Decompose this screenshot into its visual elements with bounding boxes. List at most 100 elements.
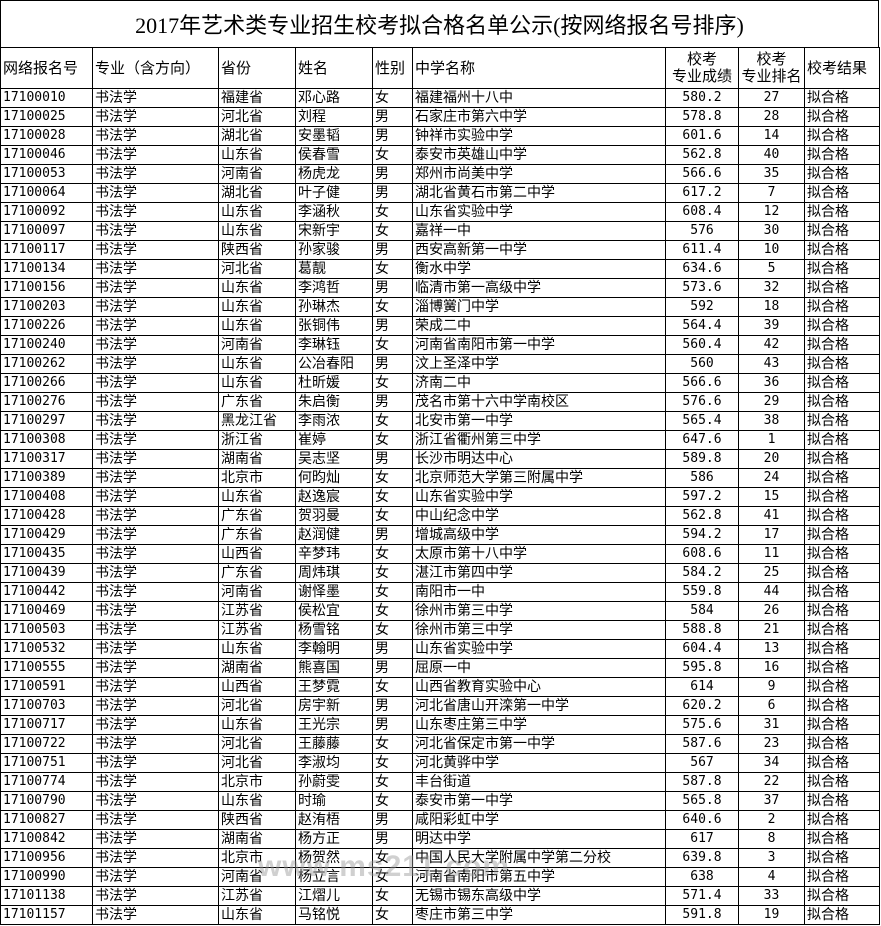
cell-school: 济南二中	[412, 373, 666, 393]
cell-score: 562.8	[665, 506, 739, 526]
cell-name: 邓心路	[295, 88, 373, 108]
cell-major: 书法学	[92, 601, 219, 621]
cell-result: 拟合格	[804, 563, 880, 583]
cell-school: 南阳市一中	[412, 582, 666, 602]
table-row: 17100827 书法学 陕西省 赵洧梧男咸阳彩虹中学 640.6 2 拟合格	[0, 810, 880, 830]
cell-result: 拟合格	[804, 829, 880, 849]
cell-school: 北安市第一中学	[412, 411, 666, 431]
table-row: 17100297 书法学 黑龙江省 李雨浓女北安市第一中学 565.4 38 拟合格	[0, 411, 880, 431]
cell-name: 杨贺然	[295, 848, 373, 868]
cell-major: 书法学	[92, 658, 219, 678]
cell-major: 书法学	[92, 848, 219, 868]
cell-major: 书法学	[92, 221, 219, 241]
cell-name: 杨虎龙	[295, 164, 373, 184]
cell-reg-no: 17100156	[0, 278, 93, 298]
cell-name: 李鸿哲	[295, 278, 373, 298]
cell-rank: 34	[738, 753, 805, 773]
cell-gender: 女	[372, 88, 413, 108]
cell-major: 书法学	[92, 449, 219, 469]
cell-rank: 23	[738, 734, 805, 754]
cell-province: 北京市	[218, 848, 296, 868]
header-score: 校考 专业成绩	[665, 47, 739, 89]
cell-school: 衡水中学	[412, 259, 666, 279]
cell-score: 560	[665, 354, 739, 374]
cell-score: 620.2	[665, 696, 739, 716]
table-row: 17100053 书法学 河南省 杨虎龙男郑州市尚美中学 566.6 35 拟合格	[0, 164, 880, 184]
cell-rank: 14	[738, 126, 805, 146]
cell-province: 陕西省	[218, 240, 296, 260]
cell-gender: 女	[372, 753, 413, 773]
cell-name: 李翰明	[295, 639, 373, 659]
cell-province: 广东省	[218, 506, 296, 526]
cell-major: 书法学	[92, 88, 219, 108]
cell-province: 山东省	[218, 639, 296, 659]
cell-province: 山西省	[218, 544, 296, 564]
cell-school: 浙江省衢州第三中学	[412, 430, 666, 450]
cell-school: 太原市第十八中学	[412, 544, 666, 564]
cell-reg-no: 17100266	[0, 373, 93, 393]
cell-score: 595.8	[665, 658, 739, 678]
cell-result: 拟合格	[804, 487, 880, 507]
header-result: 校考结果	[804, 47, 880, 89]
cell-school: 山西省教育实验中心	[412, 677, 666, 697]
cell-province: 山东省	[218, 316, 296, 336]
cell-reg-no: 17101157	[0, 905, 93, 925]
cell-province: 山东省	[218, 487, 296, 507]
table-row: 17100532 书法学 山东省 李翰明男山东省实验中学 604.4 13 拟合格	[0, 639, 880, 659]
cell-reg-no: 17100503	[0, 620, 93, 640]
cell-rank: 31	[738, 715, 805, 735]
cell-result: 拟合格	[804, 620, 880, 640]
table-row: 17100262 书法学 山东省 公冶春阳男汶上圣泽中学 560 43 拟合格	[0, 354, 880, 374]
cell-gender: 男	[372, 696, 413, 716]
cell-reg-no: 17100469	[0, 601, 93, 621]
cell-rank: 33	[738, 886, 805, 906]
cell-rank: 26	[738, 601, 805, 621]
cell-province: 河南省	[218, 867, 296, 887]
table-row: 17100717 书法学 山东省 王光宗男山东枣庄第三中学 575.6 31 拟合格	[0, 715, 880, 735]
cell-name: 李淑均	[295, 753, 373, 773]
table-row: 17100117 书法学 陕西省 孙家骏男西安高新第一中学 611.4 10 拟合格	[0, 240, 880, 260]
cell-gender: 男	[372, 354, 413, 374]
cell-province: 江苏省	[218, 601, 296, 621]
cell-reg-no: 17100097	[0, 221, 93, 241]
cell-name: 杨立言	[295, 867, 373, 887]
cell-score: 604.4	[665, 639, 739, 659]
table-row: 17100156 书法学 山东省 李鸿哲男临清市第一高级中学 573.6 32 拟合格	[0, 278, 880, 298]
cell-reg-no: 17100092	[0, 202, 93, 222]
cell-result: 拟合格	[804, 677, 880, 697]
cell-gender: 女	[372, 677, 413, 697]
cell-score: 647.6	[665, 430, 739, 450]
cell-rank: 5	[738, 259, 805, 279]
cell-province: 陕西省	[218, 810, 296, 830]
cell-province: 北京市	[218, 772, 296, 792]
cell-name: 杜昕媛	[295, 373, 373, 393]
cell-gender: 女	[372, 905, 413, 925]
cell-rank: 9	[738, 677, 805, 697]
cell-reg-no: 17100842	[0, 829, 93, 849]
cell-score: 611.4	[665, 240, 739, 260]
cell-major: 书法学	[92, 563, 219, 583]
table-row: 17100428 书法学 广东省 贺羽曼女中山纪念中学 562.8 41 拟合格	[0, 506, 880, 526]
cell-gender: 女	[372, 145, 413, 165]
cell-major: 书法学	[92, 620, 219, 640]
cell-reg-no: 17100532	[0, 639, 93, 659]
cell-gender: 女	[372, 221, 413, 241]
cell-gender: 女	[372, 867, 413, 887]
cell-gender: 女	[372, 886, 413, 906]
cell-school: 泰安市第一中学	[412, 791, 666, 811]
cell-rank: 7	[738, 183, 805, 203]
cell-province: 山东省	[218, 297, 296, 317]
cell-score: 586	[665, 468, 739, 488]
cell-rank: 19	[738, 905, 805, 925]
table-row: 17100990 书法学 河南省 杨立言女河南省南阳市第五中学 638 4 拟合格	[0, 867, 880, 887]
table-row: 17101157 书法学 山东省 马铭悦女枣庄市第三中学 591.8 19 拟合格	[0, 905, 880, 925]
cell-province: 山西省	[218, 677, 296, 697]
cell-major: 书法学	[92, 734, 219, 754]
cell-province: 江苏省	[218, 886, 296, 906]
cell-province: 浙江省	[218, 430, 296, 450]
cell-gender: 女	[372, 335, 413, 355]
table-row: 17100317 书法学 湖南省 吴志坚男长沙市明达中心 589.8 20 拟合格	[0, 449, 880, 469]
cell-rank: 8	[738, 829, 805, 849]
cell-score: 573.6	[665, 278, 739, 298]
cell-result: 拟合格	[804, 791, 880, 811]
